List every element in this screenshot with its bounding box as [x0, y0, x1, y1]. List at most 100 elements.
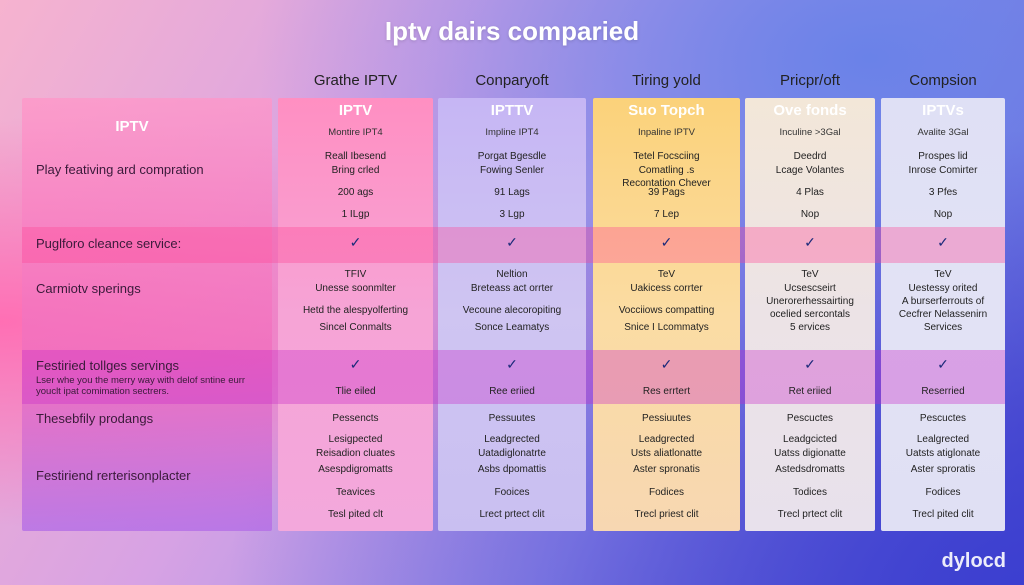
service-name: IPTTV	[490, 102, 534, 119]
feature-cell: Bring crled	[331, 165, 380, 176]
check-icon: ✓	[506, 234, 518, 250]
service-subtitle: Impline IPT4	[485, 127, 539, 138]
product-cell: Uatadiglonatrte	[478, 448, 546, 459]
feature-cell: 39 Pags	[648, 187, 685, 198]
spacing-cell: Neltion	[496, 269, 528, 280]
product-cell: Trecl priest clit	[634, 509, 699, 520]
product-cell: Aster spronatis	[633, 464, 700, 475]
spacing-cell: Services	[923, 322, 963, 333]
spacing-cell: Snice I Lcommatys	[624, 322, 709, 333]
check-icon: ✓	[349, 356, 362, 372]
tools-cell: Reserried	[921, 386, 965, 397]
service-row-label: Puglforo cleance service:	[36, 236, 182, 251]
spacing-cell: Cecfrer Nelassenirn	[898, 309, 988, 320]
check-icon: ✓	[937, 234, 949, 250]
product-cell: Lesigpected	[328, 434, 383, 445]
service-name: IPTV	[338, 102, 373, 119]
tools-cell: Tlie eiled	[335, 386, 376, 397]
service-column-2	[438, 98, 586, 531]
label-column	[22, 98, 272, 531]
product-cell: Leadgrected	[484, 434, 540, 445]
brand-logo: dylocd	[941, 550, 1006, 572]
products-row-label: Thesebfily prodangs	[36, 411, 154, 426]
product-cell: Uatss digionatte	[774, 448, 846, 459]
column-heading-2: Conparyoft	[475, 72, 549, 89]
column-heading-5: Compsion	[909, 72, 977, 89]
service-column-4	[745, 98, 875, 531]
service-row-band	[22, 227, 1005, 263]
product-cell: Asespdigromatts	[318, 464, 393, 475]
product-cell: Reisadion cluates	[316, 448, 395, 459]
spacing-cell: Breteass act orrter	[470, 283, 554, 294]
features-row-label: Play feativing ard compration	[36, 162, 204, 177]
feature-cell: Nop	[800, 209, 820, 220]
feature-cell: 3 Lgp	[499, 209, 525, 220]
spacing-cell: Vocciiows compatting	[618, 305, 715, 316]
feature-cell: Deedrd	[793, 151, 827, 162]
tools-row-band	[22, 350, 1005, 404]
spacing-cell: Uakicess corrter	[630, 283, 703, 294]
service-name: Suo Topch	[628, 102, 705, 119]
feature-cell: Reall Ibesend	[324, 151, 387, 162]
feature-cell: Inrose Comirter	[908, 165, 978, 176]
product-cell: Leadgcicted	[783, 434, 837, 445]
tools-row-label: Festiried tollges servings	[36, 358, 180, 373]
check-icon: ✓	[804, 356, 816, 372]
product-cell: Lrect prtect clit	[479, 509, 545, 520]
feature-cell: Recontation Chever	[622, 178, 711, 189]
product-cell: Trecl pited clit	[912, 509, 974, 520]
column-heading-4: Pricpr/oft	[779, 72, 840, 89]
spacing-cell: Ucsescseirt	[784, 283, 836, 294]
feature-cell: 7 Lep	[653, 209, 680, 220]
check-icon: ✓	[660, 356, 673, 372]
product-cell: Tesl pited clt	[327, 509, 384, 520]
spacing-cell: Sonce Leamatys	[474, 322, 550, 333]
product-cell: Aster sproratis	[910, 464, 976, 475]
product-cell: Leadgrected	[638, 434, 695, 445]
product-cell: Pessencts	[332, 413, 379, 424]
product-cell: Teavices	[336, 487, 375, 498]
service-column-5	[881, 98, 1005, 531]
product-cell: Lealgrected	[916, 434, 970, 445]
product-cell: Astedsdromatts	[775, 464, 845, 475]
replace-row-label: Festiriend rerterisonplacter	[36, 468, 191, 483]
feature-cell: Comatling .s	[638, 165, 695, 176]
spacing-cell: Uestessy orited	[908, 283, 978, 294]
tools-row-note: Lser whe you the merry way with delof sn…	[36, 375, 246, 397]
service-subtitle: Inpaline IPTV	[637, 127, 696, 138]
check-icon: ✓	[937, 356, 949, 372]
spacing-cell: Vecoune alecoropiting	[462, 305, 562, 316]
spacing-cell: TFIV	[344, 269, 367, 280]
feature-cell: Fowing Senler	[480, 165, 544, 176]
product-cell: Trecl prtect clit	[777, 509, 843, 520]
service-column-3	[593, 98, 740, 531]
feature-cell: 1 ILgp	[341, 209, 370, 220]
check-icon: ✓	[349, 234, 362, 250]
feature-cell: Nop	[933, 209, 953, 220]
column-heading-3: Tiring yold	[632, 72, 701, 89]
service-subtitle: Avalite 3Gal	[917, 127, 969, 138]
product-cell: Todices	[793, 487, 827, 498]
label-header: IPTV	[115, 118, 149, 135]
page-title: Iptv dairs comparied	[384, 16, 640, 46]
spacing-cell: A burserferrouts of	[901, 296, 985, 307]
product-cell: Asbs dpomattis	[477, 464, 547, 475]
spacing-cell: Unesse soonmlter	[315, 283, 396, 294]
feature-cell: Tetel Focsciing	[633, 151, 700, 162]
feature-cell: Prospes lid	[918, 151, 968, 162]
product-cell: Fodices	[648, 487, 684, 498]
feature-cell: Porgat Bgesdle	[477, 151, 547, 162]
check-icon: ✓	[804, 234, 816, 250]
spacing-cell: TeV	[657, 269, 676, 280]
spacing-cell: Sincel Conmalts	[319, 322, 392, 333]
column-heading-1: Grathe IPTV	[313, 72, 398, 89]
tools-cell: Res errtert	[642, 386, 691, 397]
product-cell: Fodices	[925, 487, 961, 498]
service-name: IPTVs	[922, 102, 964, 119]
spacing-cell: TeV	[801, 269, 819, 280]
product-cell: Pescuctes	[786, 413, 834, 424]
service-name: Ove fonds	[773, 102, 847, 119]
tools-cell: Ree eriied	[489, 386, 535, 397]
feature-cell: 200 ags	[337, 187, 374, 198]
check-icon: ✓	[506, 356, 518, 372]
